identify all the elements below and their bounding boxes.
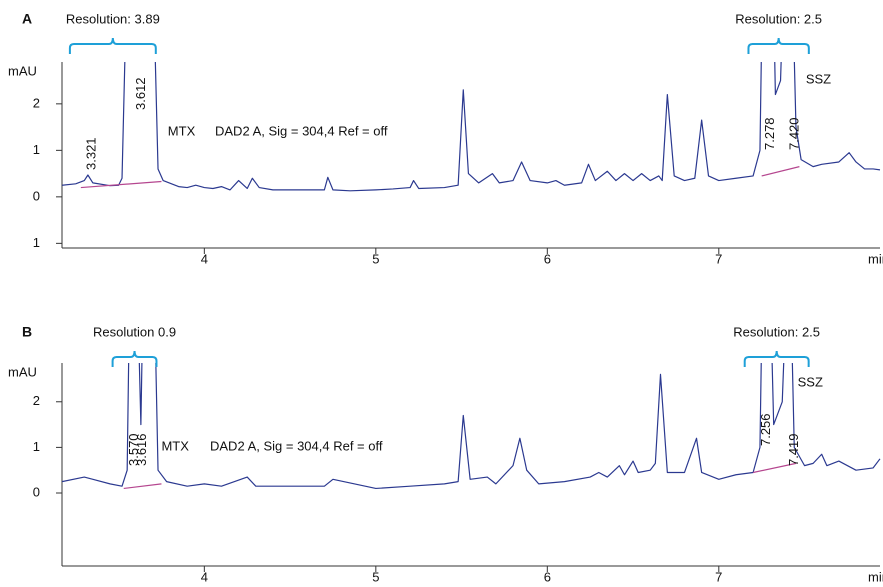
resolution-label: Resolution 0.9 — [93, 324, 176, 339]
resolution-label: Resolution: 2.5 — [733, 324, 820, 339]
signal-annotation: DAD2 A, Sig = 304,4 Ref = off — [215, 123, 388, 138]
y-tick-label: 1 — [33, 439, 40, 454]
peak-time-label: 7.420 — [786, 117, 801, 150]
resolution-bracket — [747, 37, 810, 54]
y-axis-label: mAU — [8, 63, 37, 78]
x-tick-label: 4 — [201, 569, 208, 584]
panel-label: A — [22, 11, 32, 27]
x-tick-label: 5 — [372, 251, 379, 266]
y-axis-label: mAU — [8, 364, 37, 379]
compound-label: MTX — [168, 123, 196, 138]
x-tick-label: 6 — [544, 251, 551, 266]
integration-baseline — [123, 483, 162, 490]
x-tick-label: 7 — [715, 569, 722, 584]
resolution-label: Resolution: 3.89 — [66, 11, 160, 26]
y-tick-label: 0 — [33, 188, 40, 203]
compound-label: SSZ — [798, 374, 823, 389]
resolution-bracket — [743, 350, 810, 367]
integration-baseline — [80, 180, 162, 189]
x-axis-label: min — [868, 569, 883, 584]
panel-label: B — [22, 324, 32, 340]
x-tick-label: 5 — [372, 569, 379, 584]
x-axis-label: min — [868, 251, 883, 266]
peak-time-label: 7.278 — [762, 117, 777, 150]
x-tick-label: 6 — [544, 569, 551, 584]
integration-baseline — [761, 166, 800, 177]
trace — [62, 62, 881, 192]
signal-annotation: DAD2 A, Sig = 304,4 Ref = off — [210, 438, 383, 453]
y-tick-label: 0 — [33, 484, 40, 499]
peak-time-label: 3.612 — [133, 77, 148, 110]
x-tick-label: 7 — [715, 251, 722, 266]
peak-time-label: 3.570 — [126, 433, 141, 466]
y-tick-label: 1 — [33, 235, 40, 250]
y-tick-label: 1 — [33, 142, 40, 157]
compound-label: SSZ — [806, 71, 831, 86]
peak-time-label: 7.256 — [758, 413, 773, 446]
peak-time-label: 3.321 — [83, 137, 98, 170]
peak-time-label: 3.616 — [134, 433, 149, 466]
x-tick-label: 4 — [201, 251, 208, 266]
integration-baseline — [752, 462, 797, 474]
compound-label: MTX — [161, 438, 189, 453]
peak-time-label: 7.419 — [786, 433, 801, 466]
trace — [62, 363, 881, 490]
y-tick-label: 2 — [33, 393, 40, 408]
y-tick-label: 2 — [33, 95, 40, 110]
resolution-label: Resolution: 2.5 — [735, 11, 822, 26]
resolution-bracket — [111, 350, 158, 367]
resolution-bracket — [68, 37, 157, 54]
